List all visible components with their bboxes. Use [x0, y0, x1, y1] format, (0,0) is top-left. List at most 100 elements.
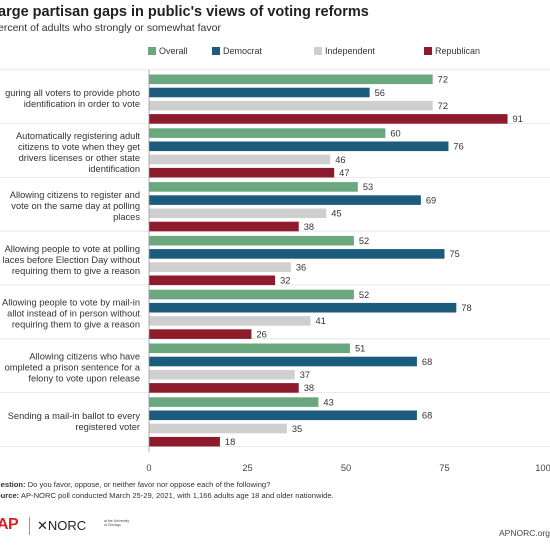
x-tick-label: 0: [146, 463, 151, 473]
category-label: Allowing people to vote at polling laces …: [3, 244, 141, 276]
value-label: 72: [438, 75, 448, 85]
category-label-line: felony to vote upon release: [28, 374, 140, 384]
value-label: 35: [292, 424, 302, 434]
bar-democrat: [149, 410, 417, 421]
legend-label: Republican: [435, 46, 481, 56]
value-label: 52: [359, 236, 369, 246]
bar-overall: [149, 182, 358, 192]
category-label: Automatically registering adult citizens …: [16, 131, 140, 174]
value-label: 41: [316, 316, 326, 326]
x-tick-label: 100: [535, 463, 550, 473]
category-label: guring all voters to provide photo identi…: [5, 88, 140, 109]
category-label: Sending a mail-in ballot to every registe…: [8, 411, 141, 432]
category-label-line: Allowing citizens who have: [29, 352, 140, 362]
value-label: 68: [422, 411, 432, 421]
category-label-line: laces before Election Day without: [3, 255, 141, 265]
category-label-line: vote on the same day at polling: [11, 201, 140, 211]
category-label-line: citizens to vote when they get: [18, 142, 140, 152]
chart-legend: Overall Democrat Independent Republican: [148, 46, 548, 60]
bar-democrat: [149, 87, 370, 98]
category-label-line: Allowing people to vote at polling: [5, 244, 140, 254]
bar-democrat: [149, 141, 449, 152]
value-label: 76: [453, 142, 463, 152]
norc-logo: ✕NORC: [37, 518, 87, 533]
bar-independent: [149, 423, 287, 434]
value-label: 37: [300, 370, 310, 380]
logo-divider: [29, 517, 30, 535]
value-label: 72: [438, 101, 448, 111]
bar-republican: [149, 383, 299, 393]
bar-independent: [149, 100, 433, 111]
value-label: 45: [331, 209, 341, 219]
x-tick-label: 50: [341, 463, 351, 473]
norc-logo-subtext: at the University of Chicago: [104, 519, 130, 527]
legend-item-independent: Independent: [314, 46, 375, 56]
value-label: 69: [426, 195, 436, 205]
x-tick-label: 25: [242, 463, 252, 473]
bar-overall: [149, 74, 433, 85]
legend-item-republican: Republican: [424, 46, 480, 56]
bar-independent: [149, 316, 311, 326]
bar-democrat: [149, 356, 417, 367]
footer-source: ource: AP-NORC poll conducted March 25-2…: [0, 491, 334, 500]
value-label: 52: [359, 290, 369, 300]
value-label: 91: [513, 114, 523, 124]
ap-logo: AP: [0, 516, 19, 533]
bar-independent: [149, 262, 291, 272]
value-label: 60: [390, 128, 400, 138]
category-label-line: Allowing citizens to register and: [10, 190, 140, 200]
bar-republican: [149, 114, 508, 124]
category-label-line: allot instead of in person without: [7, 309, 140, 319]
bar-independent: [149, 369, 295, 380]
value-label: 75: [450, 249, 460, 259]
value-label: 78: [461, 303, 471, 313]
question-text: Do you favor, oppose, or neither favor n…: [25, 480, 271, 489]
category-label-line: Allowing people to vote by mail-in: [2, 298, 140, 308]
category-label-line: ompleted a prison sentence for a: [5, 363, 141, 373]
category-label: Allowing citizens who have ompleted a pri…: [5, 352, 141, 384]
bar-republican: [149, 329, 252, 339]
category-label-line: drivers licenses or other state: [19, 153, 140, 163]
bar-republican: [149, 436, 220, 447]
bar-independent: [149, 154, 331, 165]
category-label: Allowing people to vote by mail-in allot …: [2, 298, 140, 330]
bar-chart: 72 56 72 91 guring all voters to provide pho…: [0, 69, 550, 473]
legend-swatch: [148, 47, 156, 55]
bar-republican: [149, 275, 276, 286]
bar-democrat: [149, 302, 457, 313]
chart-subtitle: ercent of adults who strongly or somewha…: [0, 22, 221, 34]
bar-overall: [149, 397, 319, 407]
value-label: 53: [363, 182, 373, 192]
bar-overall: [149, 289, 354, 300]
legend-swatch: [212, 47, 220, 55]
bar-republican: [149, 167, 335, 178]
category-label-line: identification: [88, 164, 140, 174]
bar-republican: [149, 221, 299, 232]
value-label: 38: [304, 222, 314, 232]
bar-democrat: [149, 249, 445, 259]
value-label: 38: [304, 383, 314, 393]
category-label-line: registered voter: [75, 422, 140, 432]
category-label-line: requiring them to give a reason: [12, 320, 140, 330]
category-label-line: Sending a mail-in ballot to every: [8, 411, 141, 421]
value-label: 32: [280, 276, 290, 286]
legend-label: Independent: [325, 46, 376, 56]
value-label: 26: [256, 329, 266, 339]
bar-overall: [149, 235, 354, 246]
category-label-line: Automatically registering adult: [16, 131, 140, 141]
category-label-line: requiring them to give a reason: [12, 266, 140, 276]
legend-label: Overall: [159, 46, 188, 56]
x-tick-label: 75: [439, 463, 449, 473]
site-url: APNORC.org: [499, 528, 550, 538]
legend-swatch: [424, 47, 432, 55]
legend-item-overall: Overall: [148, 46, 188, 56]
category-label-line: guring all voters to provide photo: [5, 88, 140, 98]
bar-overall: [149, 343, 350, 354]
value-label: 68: [422, 357, 432, 367]
source-label: ource:: [0, 491, 20, 500]
category-label-line: places: [113, 212, 140, 222]
legend-item-democrat: Democrat: [212, 46, 262, 56]
value-label: 46: [335, 155, 345, 165]
source-text: AP-NORC poll conducted March 25-29, 2021…: [19, 491, 334, 500]
value-label: 43: [323, 397, 333, 407]
